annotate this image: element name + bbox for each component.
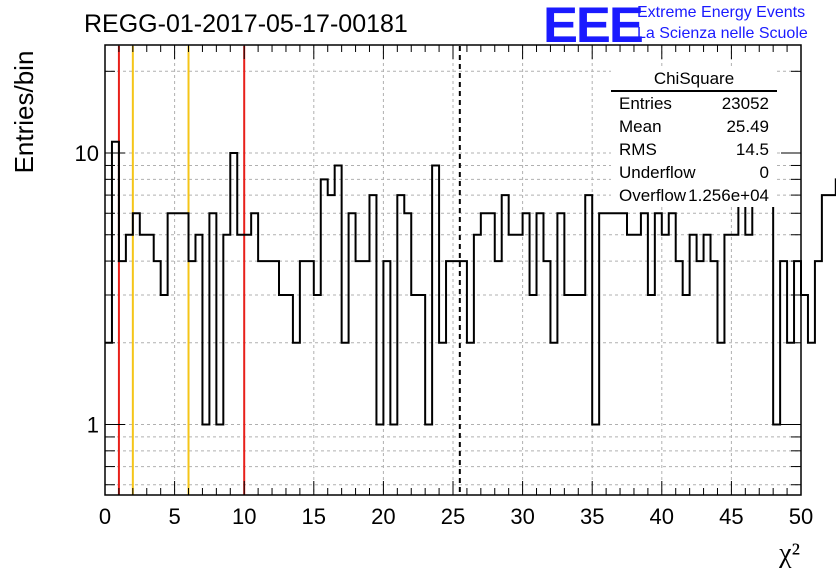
x-tick-label: 40 — [650, 504, 674, 529]
x-tick-label: 45 — [719, 504, 743, 529]
histogram-step-line — [105, 130, 836, 426]
stats-row-underflow: Underflow 0 — [611, 161, 777, 184]
axes — [104, 44, 802, 496]
stats-row-rms: RMS 14.5 — [611, 138, 777, 161]
y-tick-label: 1 — [87, 413, 99, 438]
stats-box: ChiSquare Entries 23052 Mean 25.49 RMS 1… — [611, 68, 777, 207]
x-tick-label: 20 — [371, 504, 395, 529]
stats-value: 0 — [759, 163, 769, 182]
x-tick-label: 10 — [232, 504, 256, 529]
histogram-series — [105, 130, 836, 426]
y-tick-labels: 1 10 — [75, 141, 99, 437]
x-tick-label: 50 — [789, 504, 813, 529]
x-tick-label: 35 — [580, 504, 604, 529]
x-tick-labels: 0 5 10 15 20 25 30 35 40 45 50 — [99, 504, 813, 529]
stats-value: 23052 — [721, 94, 769, 113]
y-tick-label: 10 — [75, 141, 99, 166]
stats-key: Underflow — [619, 163, 696, 182]
stats-key: Entries — [619, 94, 672, 113]
page-title: REGG-01-2017-05-17-00181 — [84, 10, 408, 38]
marker-lines — [117, 46, 461, 495]
stats-value: 1.256e+04 — [688, 186, 769, 205]
logo-tagline-2: La Scienza nelle Scuole — [637, 25, 808, 42]
plot-frame — [104, 44, 802, 496]
logo-tagline-1: Extreme Energy Events — [637, 4, 806, 21]
stats-row-mean: Mean 25.49 — [611, 115, 777, 138]
eee-logo: EEE — [543, 0, 644, 53]
x-tick-label: 30 — [510, 504, 534, 529]
x-tick-label: 5 — [168, 504, 180, 529]
stats-key: Overflow — [619, 186, 687, 205]
stats-key: Mean — [619, 117, 662, 136]
stats-key: RMS — [619, 140, 657, 159]
stats-value: 25.49 — [726, 117, 769, 136]
stats-row-overflow: Overflow 1.256e+04 — [611, 184, 777, 207]
stats-value: 14.5 — [735, 140, 769, 159]
y-axis-label: Entries/bin — [9, 51, 39, 174]
x-axis-label: χ² — [778, 538, 800, 569]
stats-box-title: ChiSquare — [611, 68, 777, 92]
x-tick-label: 0 — [99, 504, 111, 529]
x-tick-label: 15 — [302, 504, 326, 529]
x-tick-label: 25 — [441, 504, 465, 529]
stats-row-entries: Entries 23052 — [611, 92, 777, 115]
